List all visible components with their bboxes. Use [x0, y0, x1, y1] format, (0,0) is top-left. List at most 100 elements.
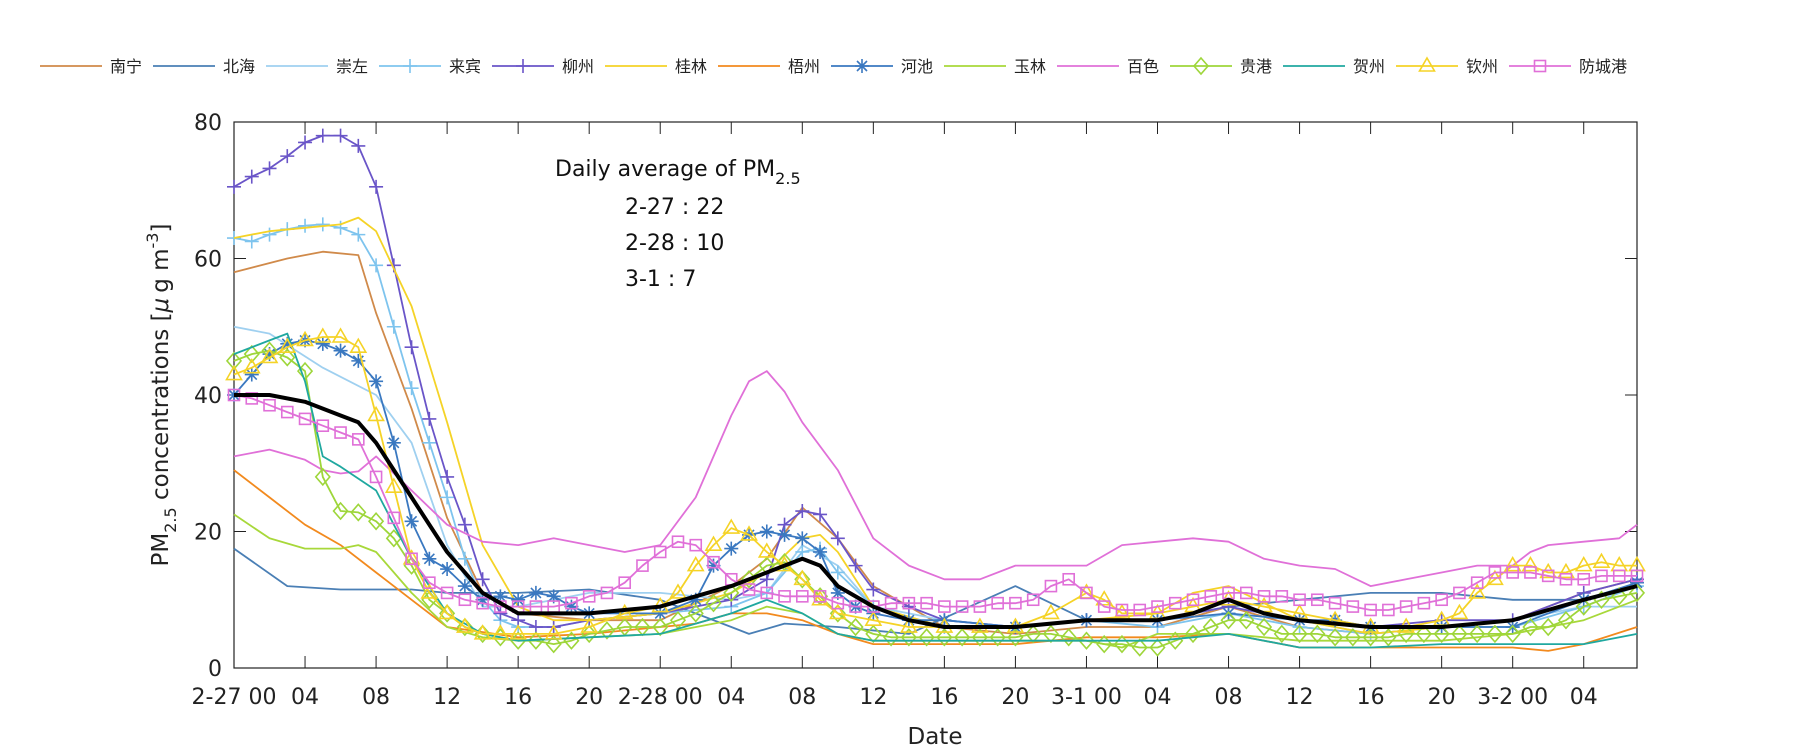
legend-item: 来宾 — [379, 57, 481, 76]
triangle-marker — [1521, 556, 1540, 572]
triangle-marker — [1592, 552, 1611, 569]
square-marker — [1239, 586, 1253, 600]
plus-marker — [351, 138, 366, 153]
y-title-main: PM — [148, 533, 174, 567]
diamond-marker — [1628, 583, 1646, 603]
square-marker — [1026, 593, 1040, 607]
square-marker — [1559, 572, 1573, 586]
diamond-marker — [1504, 624, 1521, 644]
series-item-13 — [227, 388, 1644, 617]
legend-label: 崇左 — [336, 57, 368, 76]
star-marker — [777, 527, 792, 542]
triangle-marker — [793, 569, 812, 586]
x-tick-label: 12 — [1286, 685, 1314, 710]
diamond-marker — [954, 628, 971, 647]
diamond-marker — [1042, 624, 1060, 644]
square-marker — [263, 398, 276, 412]
square-marker — [867, 600, 880, 613]
plus-marker — [848, 558, 863, 573]
plus-marker — [516, 59, 530, 73]
series-line — [233, 547, 1638, 635]
square-marker — [423, 576, 436, 589]
square-marker — [902, 596, 916, 610]
legend-item: 桂林 — [605, 57, 707, 76]
diamond-marker — [279, 348, 296, 367]
triangle-marker — [438, 603, 456, 620]
y-tick-label: 80 — [194, 111, 222, 136]
square-marker — [476, 596, 489, 610]
square-marker — [298, 412, 312, 426]
diamond-marker — [1469, 624, 1486, 644]
plus-marker — [457, 551, 472, 566]
plus-marker — [830, 565, 845, 580]
square-marker — [1311, 593, 1324, 607]
plus-marker — [440, 490, 455, 505]
square-marker — [1186, 593, 1200, 607]
triangle-marker — [704, 535, 723, 551]
triangle-marker — [260, 347, 279, 364]
plus-marker — [298, 135, 313, 150]
square-marker — [352, 433, 365, 446]
legend-label: 来宾 — [449, 57, 481, 76]
diamond-marker — [687, 604, 704, 623]
legend-item: 崇左 — [266, 57, 368, 76]
diamond-marker — [332, 501, 349, 521]
square-marker — [1364, 603, 1377, 617]
y-title-mu: μ — [148, 298, 174, 314]
legend-item: 南宁 — [40, 57, 142, 76]
diamond-marker — [971, 628, 988, 647]
diamond-marker — [439, 604, 456, 623]
square-marker — [1595, 569, 1608, 583]
triangle-marker — [1557, 562, 1575, 579]
diamond-marker — [1557, 611, 1575, 630]
y-title-sub: 2.5 — [161, 507, 180, 532]
y-tick-label: 0 — [208, 657, 222, 682]
diamond-marker — [1415, 624, 1432, 644]
diamond-marker — [847, 617, 864, 637]
square-marker — [387, 511, 401, 525]
series-average — [234, 393, 1638, 629]
square-marker — [1133, 603, 1147, 617]
triangle-marker — [367, 405, 385, 422]
plus-marker — [298, 218, 313, 233]
axis-ticks: 0 20 40 60 80 2-27 00 04 08 12 16 20 2-28 00 04 08 12 1… — [192, 111, 1637, 710]
square-marker — [1275, 590, 1289, 603]
x-tick-label: 08 — [1215, 685, 1243, 710]
diamond-marker — [1238, 611, 1255, 630]
square-marker — [1435, 593, 1448, 607]
x-tick-label: 12 — [859, 685, 887, 710]
x-tick-label: 04 — [1570, 685, 1598, 710]
legend-item: 百色 — [1057, 57, 1159, 76]
diamond-marker — [581, 624, 598, 644]
diamond-marker — [883, 628, 900, 647]
diamond-marker — [1078, 631, 1095, 650]
x-tick-label: 20 — [1428, 685, 1456, 710]
diamond-marker — [936, 628, 953, 647]
legend-label: 桂林 — [675, 57, 707, 76]
legend-label: 南宁 — [110, 57, 142, 76]
legend-item: 贺州 — [1283, 57, 1385, 76]
annotation-title-sub: 2.5 — [775, 169, 800, 188]
plus-marker — [262, 227, 277, 242]
square-marker — [813, 590, 827, 603]
triangle-marker — [1042, 603, 1060, 620]
square-marker — [1044, 579, 1058, 593]
plus-marker — [422, 411, 437, 426]
diamond-marker — [1220, 611, 1237, 630]
plus-marker — [457, 517, 472, 532]
triangle-marker — [757, 542, 776, 558]
star-marker — [493, 589, 508, 604]
plus-marker — [440, 469, 455, 484]
diamond-marker — [1327, 628, 1344, 647]
square-marker — [920, 596, 933, 610]
y-title-rest: concentrations [ — [148, 312, 174, 507]
x-tick-label: 16 — [504, 685, 532, 710]
legend-label: 防城港 — [1579, 57, 1627, 76]
diamond-marker — [723, 583, 740, 603]
diamond-marker — [1486, 624, 1503, 644]
y-title-close: ] — [148, 224, 174, 233]
plus-marker — [280, 149, 295, 164]
x-tick-label: 20 — [575, 685, 603, 710]
